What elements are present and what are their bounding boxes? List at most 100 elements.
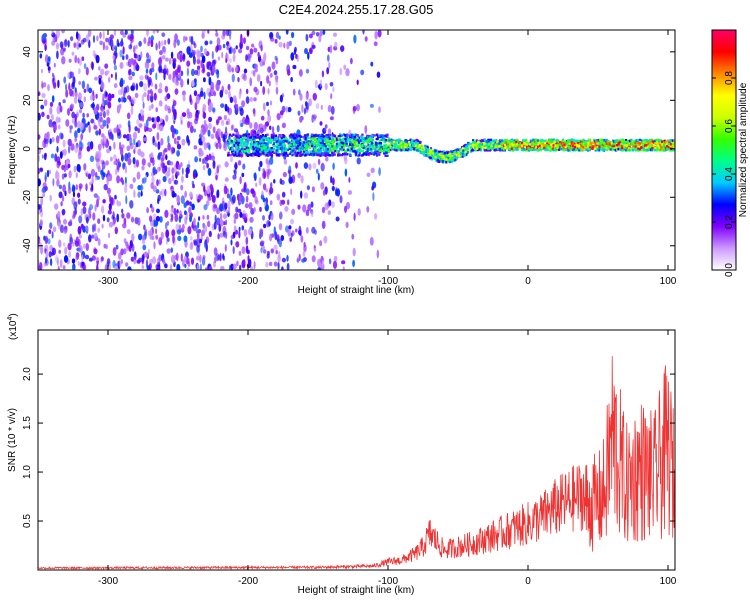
heat-cell [146, 52, 149, 59]
heat-cell [378, 153, 381, 156]
heat-cell [288, 147, 292, 150]
heat-cell [638, 140, 642, 143]
heat-cell [582, 146, 585, 149]
heat-cell [236, 146, 239, 149]
heat-cell [152, 30, 156, 34]
heat-cell [221, 34, 225, 40]
heat-cell [430, 158, 433, 161]
heat-cell [156, 257, 161, 266]
heat-cell [344, 168, 348, 177]
heat-cell [74, 144, 79, 154]
heat-cell [409, 138, 412, 141]
heat-cell [528, 143, 531, 146]
heat-cell [475, 146, 478, 149]
heat-cell [366, 172, 371, 177]
heat-cell [258, 142, 262, 146]
heat-cell [39, 53, 43, 59]
heat-cell [180, 70, 184, 77]
heat-cell [357, 144, 360, 148]
heat-cell [616, 146, 619, 149]
heat-cell [323, 151, 326, 155]
heat-cell [623, 144, 626, 147]
heat-cell [106, 70, 110, 75]
heat-cell [645, 143, 648, 147]
heat-cell [432, 150, 435, 153]
heat-cell [241, 100, 246, 108]
heat-cell [125, 195, 128, 205]
heat-cell [105, 160, 109, 166]
heat-cell [207, 167, 212, 176]
heat-cell [475, 144, 478, 147]
heat-cell [123, 162, 126, 167]
heat-cell [388, 139, 391, 142]
heat-cell [310, 150, 313, 154]
heat-cell [407, 149, 410, 152]
heat-cell [262, 249, 267, 254]
heat-cell [613, 146, 616, 149]
heat-cell [215, 131, 219, 139]
heat-cell [258, 177, 262, 186]
heat-cell [616, 148, 619, 151]
heat-cell [266, 220, 271, 228]
heat-cell [123, 134, 127, 139]
heat-cell [225, 219, 228, 226]
heat-cell [232, 53, 236, 62]
heat-cell [78, 183, 83, 189]
heat-cell [253, 150, 256, 153]
heat-cell [349, 135, 352, 139]
heat-cell [525, 141, 528, 145]
heat-cell [248, 53, 252, 59]
heat-cell [241, 246, 246, 255]
heat-cell [201, 55, 206, 64]
heat-cell [183, 235, 188, 243]
heat-cell [57, 265, 60, 270]
heat-cell [137, 148, 142, 156]
heat-cell [369, 236, 374, 246]
heat-cell [328, 141, 332, 145]
heat-cell [59, 224, 64, 233]
heat-cell [274, 39, 278, 44]
heat-cell [223, 114, 228, 121]
heat-cell [243, 37, 246, 44]
heat-cell [252, 135, 255, 139]
heat-cell [193, 90, 198, 97]
heat-cell [155, 264, 158, 270]
heat-cell [118, 124, 122, 129]
heat-cell [315, 139, 318, 142]
heat-cell [341, 260, 346, 265]
heat-cell [190, 35, 194, 45]
heat-cell [203, 142, 208, 150]
heat-cell [361, 144, 364, 148]
heat-cell [499, 139, 502, 142]
heat-cell [287, 169, 292, 174]
heat-cell [127, 152, 131, 159]
heat-cell [277, 142, 280, 145]
heat-cell [238, 48, 243, 54]
heat-cell [227, 144, 230, 147]
heat-cell [85, 67, 89, 76]
heat-cell [114, 226, 119, 235]
heat-cell [328, 61, 331, 69]
heat-cell [242, 116, 247, 125]
heat-cell [320, 182, 325, 190]
heat-cell [346, 145, 350, 148]
heat-cell [498, 145, 501, 148]
heat-cell [230, 124, 234, 131]
heat-cell [147, 162, 151, 167]
heat-cell [358, 154, 361, 157]
heat-cell [253, 143, 256, 146]
heat-cell [278, 41, 283, 48]
heat-cell [470, 142, 473, 146]
heat-cell [173, 39, 177, 49]
heat-cell [280, 138, 283, 141]
heat-cell [211, 59, 216, 68]
heat-cell [150, 172, 154, 177]
heat-cell [190, 241, 193, 249]
heat-cell [299, 153, 302, 156]
heat-cell [375, 153, 378, 156]
heat-cell [296, 154, 299, 157]
heat-cell [612, 143, 615, 146]
heat-cell [330, 175, 333, 184]
heat-cell [108, 131, 114, 140]
heat-cell [208, 153, 212, 161]
